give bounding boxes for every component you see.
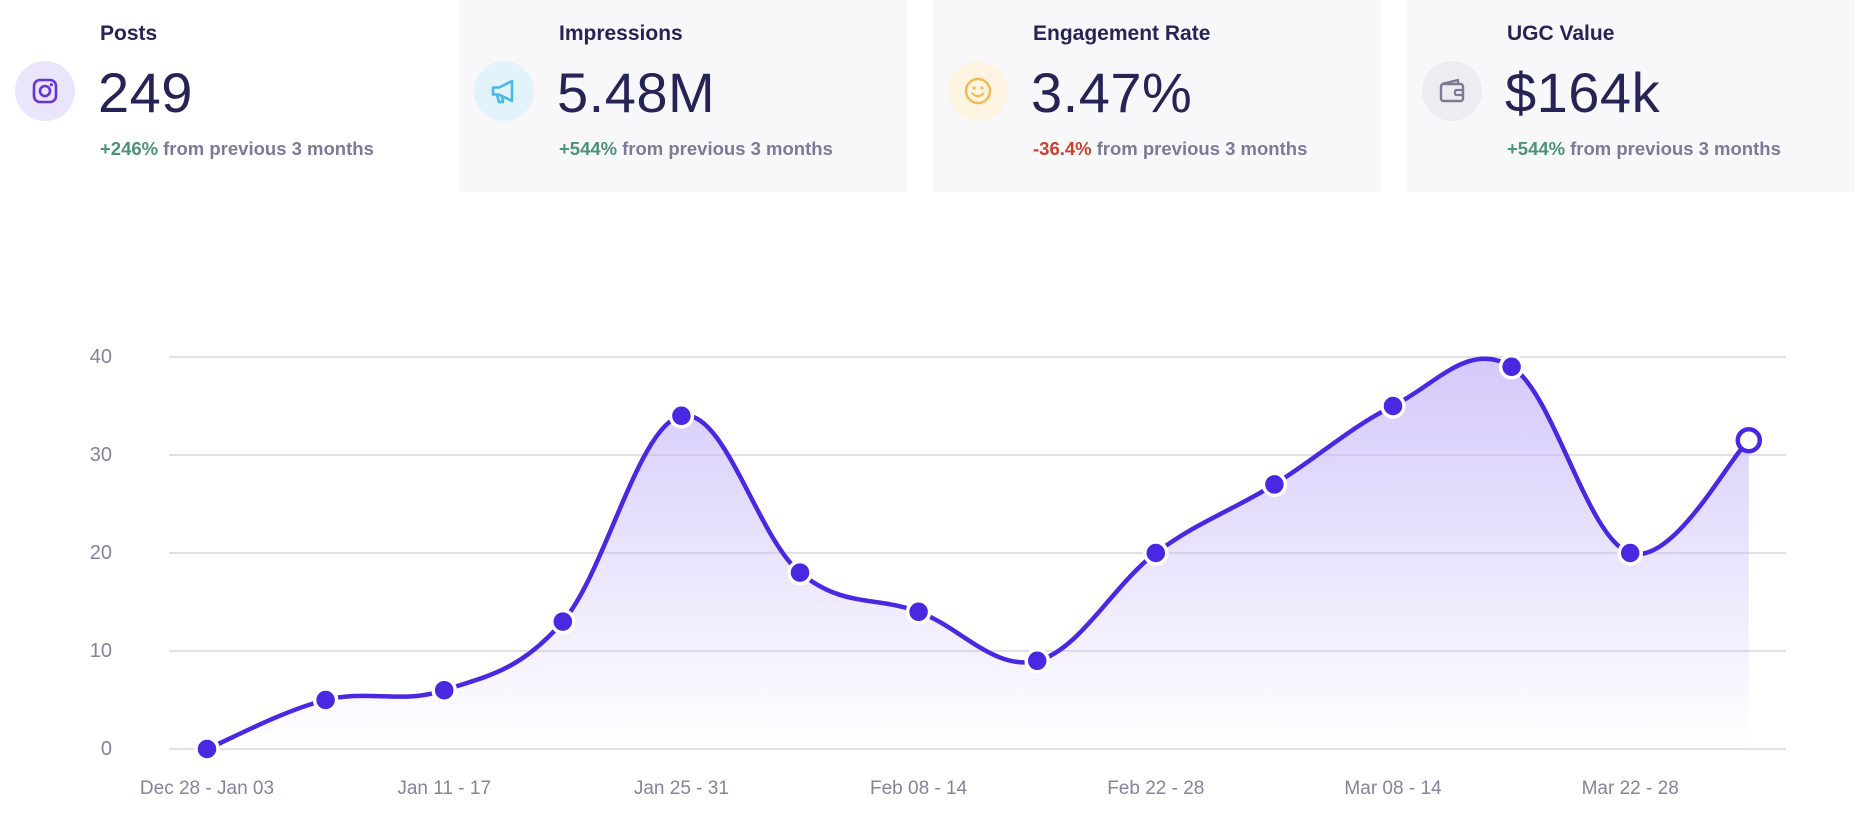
card-value: 5.48M [557, 61, 716, 124]
y-tick-label: 30 [90, 444, 112, 466]
ugc-value-card[interactable]: UGC Value $164k +544% from previous 3 mon… [1407, 0, 1855, 192]
data-point[interactable] [312, 687, 339, 713]
posts-card[interactable]: Posts 249 +246% from previous 3 months [0, 0, 448, 192]
card-change: +246% from previous 3 months [100, 138, 374, 160]
smiley-icon [964, 77, 992, 105]
impressions-icon-badge [474, 61, 534, 121]
card-value: $164k [1505, 61, 1661, 124]
card-delta-suffix: from previous 3 months [622, 138, 833, 159]
area-fill [207, 358, 1749, 749]
x-tick-label: Jan 11 - 17 [397, 778, 491, 799]
data-point[interactable] [431, 677, 457, 703]
wallet-icon [1439, 78, 1465, 103]
y-axis: 0 10 20 30 40 [90, 346, 112, 760]
data-points [194, 354, 1763, 762]
card-label: Impressions [559, 22, 683, 45]
x-tick-label: Feb 22 - 28 [1107, 778, 1204, 799]
data-point-current[interactable] [1735, 427, 1763, 454]
card-delta-suffix: from previous 3 months [1570, 138, 1781, 159]
card-delta: +544% [559, 138, 618, 159]
card-change: +544% from previous 3 months [559, 138, 833, 160]
x-tick-label: Feb 08 - 14 [870, 778, 968, 799]
card-delta-suffix: from previous 3 months [163, 138, 374, 159]
card-label: Engagement Rate [1033, 22, 1211, 45]
card-change: +544% from previous 3 months [1507, 138, 1781, 160]
card-label: UGC Value [1507, 22, 1615, 45]
data-point[interactable] [1617, 540, 1643, 566]
data-point[interactable] [1143, 540, 1169, 566]
card-delta: +246% [100, 138, 159, 159]
data-point[interactable] [194, 736, 220, 762]
data-point[interactable] [550, 608, 576, 635]
data-point[interactable] [1380, 393, 1406, 419]
y-tick-label: 20 [90, 542, 112, 564]
card-delta: +544% [1507, 138, 1566, 159]
data-point[interactable] [787, 559, 813, 586]
engagement-icon-badge [948, 61, 1008, 121]
posts-area-chart: 0 10 20 30 40 Dec 28 - Jan 03 Jan 11 - 17 Jan … [90, 346, 1786, 799]
x-tick-label: Mar 22 - 28 [1582, 778, 1679, 799]
x-tick-label: Dec 28 - Jan 03 [140, 778, 274, 799]
posts-chart: 0 10 20 30 40 Dec 28 - Jan 03 Jan 11 - 17 Jan … [0, 192, 1864, 838]
megaphone-icon [491, 79, 514, 104]
card-change: -36.4% from previous 3 months [1033, 138, 1307, 160]
data-point[interactable] [1261, 471, 1288, 498]
x-tick-label: Mar 08 - 14 [1344, 778, 1442, 799]
card-value: 249 [98, 61, 193, 124]
y-tick-label: 40 [90, 346, 112, 368]
x-axis: Dec 28 - Jan 03 Jan 11 - 17 Jan 25 - 31 Feb… [140, 778, 1679, 799]
data-point[interactable] [1498, 354, 1525, 380]
card-value: 3.47% [1031, 61, 1193, 124]
data-point[interactable] [1024, 648, 1050, 674]
data-point[interactable] [668, 403, 695, 429]
posts-icon-badge [15, 61, 75, 121]
y-tick-label: 10 [90, 640, 112, 662]
card-label: Posts [100, 22, 158, 45]
card-delta: -36.4% [1033, 138, 1092, 159]
y-tick-label: 0 [101, 738, 112, 760]
ugc-icon-badge [1422, 61, 1482, 121]
x-tick-label: Jan 25 - 31 [634, 778, 729, 799]
impressions-card[interactable]: Impressions 5.48M +544% from previous 3 m… [459, 0, 907, 192]
data-point[interactable] [905, 599, 932, 625]
instagram-icon [32, 78, 58, 104]
engagement-rate-card[interactable]: Engagement Rate 3.47% -36.4% from previou… [933, 0, 1381, 192]
card-delta-suffix: from previous 3 months [1096, 138, 1308, 159]
stats-row: Posts 249 +246% from previous 3 months Im… [0, 0, 1864, 192]
